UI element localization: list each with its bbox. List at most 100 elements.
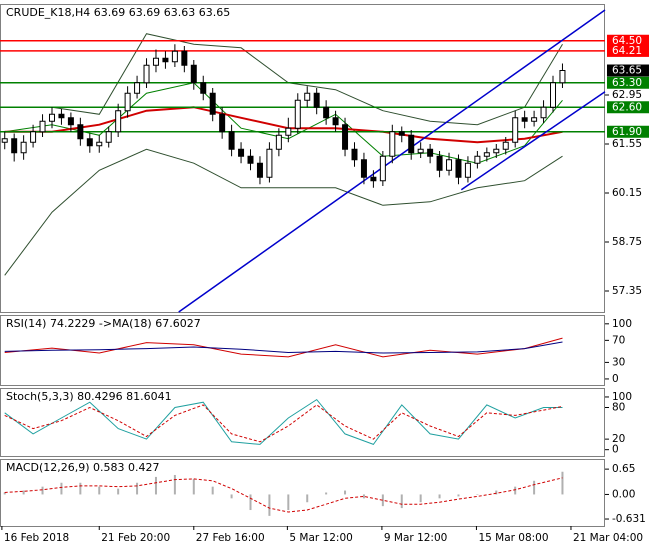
y-tick-label: 70: [612, 334, 625, 346]
candle-body: [48, 113, 55, 122]
macd-bar: [79, 482, 82, 495]
candle-body: [11, 138, 18, 154]
price-label: 64.21: [612, 45, 642, 57]
panel-title: Stoch(5,3,3) 80.4296 81.6041: [6, 390, 172, 403]
candle-body: [294, 99, 301, 129]
candle-body: [512, 117, 519, 143]
x-tick-label: 16 Feb 2018: [4, 532, 69, 544]
y-tick-label: 20: [612, 433, 625, 445]
price-label-box: [607, 101, 649, 114]
macd-bar: [381, 494, 384, 507]
y-tick-label: 0.00: [612, 488, 635, 500]
candle-body: [181, 50, 188, 66]
indicator-line: [4, 398, 563, 446]
y-tick-label: 61.55: [612, 138, 642, 150]
macd-bar: [136, 482, 139, 495]
candle-body: [77, 124, 84, 140]
macd-bar: [22, 490, 25, 495]
candle-body: [323, 106, 330, 119]
indicator-line: [4, 341, 563, 354]
candle-body: [360, 159, 367, 178]
price-label-box: [607, 44, 649, 57]
macd-bar: [306, 494, 309, 503]
trend-line: [460, 91, 606, 191]
macd-bar: [533, 480, 536, 495]
candle-body: [559, 70, 566, 84]
price-label: 63.30: [612, 77, 642, 89]
y-tick-label: 0: [612, 444, 619, 456]
overlay-line: [4, 33, 563, 126]
macd-bar: [60, 482, 63, 495]
candle-body: [190, 64, 197, 84]
candle-body: [332, 117, 339, 126]
macd-bar: [344, 490, 347, 495]
macd-bar: [438, 494, 441, 499]
candle-body: [105, 131, 112, 143]
price-label: 63.65: [612, 65, 642, 77]
overlay-line: [4, 82, 563, 164]
macd-bar: [173, 474, 176, 495]
candle-body: [313, 92, 320, 108]
x-tick-label: 27 Feb 16:00: [196, 532, 265, 544]
macd-bar: [249, 494, 252, 511]
macd-bar: [3, 492, 6, 495]
y-tick-label: 0: [612, 373, 619, 385]
candle-body: [389, 131, 396, 157]
candle-body: [266, 148, 273, 178]
candle-body: [483, 152, 490, 157]
candle-body: [531, 117, 538, 122]
candle-body: [219, 113, 226, 133]
candle-body: [247, 155, 254, 164]
candle-body: [30, 131, 37, 143]
candle-body: [20, 141, 27, 154]
macd-bar: [268, 494, 271, 516]
panel-title: CRUDE_K18,H4 63.69 63.69 63.63 63.65: [6, 6, 230, 19]
price-label-box: [607, 34, 649, 47]
candle-body: [39, 120, 46, 133]
panel-title: RSI(14) 74.2229 ->MA(18) 67.6027: [6, 317, 201, 330]
candle-body: [1, 138, 8, 143]
y-tick-label: 58.75: [612, 236, 642, 248]
candle-body: [200, 82, 207, 94]
candle-body: [379, 155, 386, 182]
candle-body: [285, 127, 292, 136]
candle-body: [398, 131, 405, 136]
candle-body: [256, 162, 263, 178]
candle-body: [427, 148, 434, 157]
candle-body: [134, 82, 141, 94]
macd-bar: [400, 494, 403, 509]
candle-body: [171, 50, 178, 63]
macd-bar: [325, 492, 328, 495]
macd-bar: [419, 494, 422, 503]
price-label-box: [607, 125, 649, 138]
candle-body: [540, 106, 547, 119]
indicator-line: [4, 404, 563, 443]
macd-bar: [287, 494, 290, 511]
candle-body: [124, 92, 131, 112]
price-label: 64.50: [612, 35, 642, 47]
candle-body: [304, 92, 311, 101]
y-tick-label: 57.35: [612, 285, 642, 297]
macd-bar: [457, 494, 460, 497]
y-tick-label: 80: [612, 402, 625, 414]
macd-bar: [117, 488, 120, 495]
panel-title: MACD(12,26,9) 0.583 0.427: [6, 461, 160, 474]
panel-frame: [0, 459, 605, 527]
candle-body: [162, 57, 169, 63]
candle-body: [238, 148, 245, 157]
price-label-box: [607, 76, 649, 89]
candle-body: [143, 64, 150, 84]
macd-bar: [495, 490, 498, 495]
panel-frame: [0, 315, 605, 386]
macd-bar: [211, 486, 214, 495]
macd-bar: [154, 476, 157, 495]
y-tick-label: 0.65: [612, 463, 635, 475]
y-tick-label: 60.15: [612, 187, 642, 199]
candle-body: [502, 141, 509, 150]
overlay-line: [4, 148, 563, 276]
panel-frame: [0, 4, 605, 313]
candle-body: [474, 155, 481, 164]
candle-body: [464, 162, 471, 178]
